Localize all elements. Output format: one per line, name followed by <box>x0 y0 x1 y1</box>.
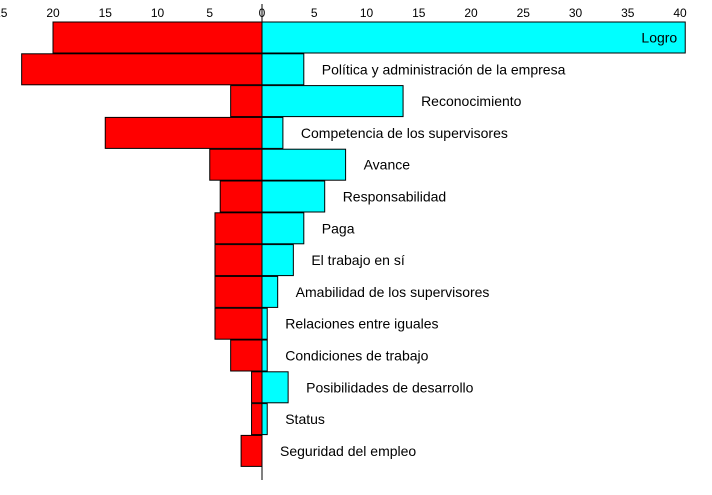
left-tick-label: 5 <box>206 6 213 20</box>
right-tick-label: 30 <box>569 6 583 20</box>
left-bar <box>214 307 263 340</box>
right-tick-label: 5 <box>311 6 318 20</box>
right-bar <box>261 116 284 149</box>
category-label: Status <box>285 411 325 427</box>
category-label: Condiciones de trabajo <box>285 348 428 364</box>
right-tick-label: 10 <box>360 6 374 20</box>
category-label: Posibilidades de desarrollo <box>306 379 474 395</box>
left-bar <box>251 371 263 404</box>
bars-group <box>21 21 686 467</box>
left-tick-label: 20 <box>46 6 60 20</box>
right-bar <box>261 180 326 213</box>
category-label: Relaciones entre iguales <box>285 316 438 332</box>
category-label: Política y administración de la empresa <box>322 61 566 77</box>
left-bar <box>104 116 263 149</box>
right-tick-label: 25 <box>517 6 531 20</box>
right-bar <box>261 403 268 436</box>
left-bar <box>251 403 263 436</box>
category-label: Paga <box>322 220 355 236</box>
left-tick-label: 10 <box>151 6 165 20</box>
left-bar <box>230 85 263 118</box>
left-tick-label: 25 <box>0 6 8 20</box>
category-labels: Logro Política y administración de la emp… <box>280 30 677 459</box>
right-bar <box>261 307 268 340</box>
right-bar <box>261 371 289 404</box>
left-tick-label: 15 <box>99 6 113 20</box>
right-axis-ticks: 0510152025303540 <box>259 6 687 20</box>
left-bar <box>214 212 263 245</box>
left-bar <box>21 53 263 86</box>
right-tick-label: 35 <box>621 6 635 20</box>
right-tick-label: 20 <box>464 6 478 20</box>
right-bar <box>261 85 404 118</box>
right-bar <box>261 212 305 245</box>
right-bar <box>261 275 279 308</box>
left-bar <box>214 275 263 308</box>
right-bar <box>261 53 305 86</box>
right-bar <box>261 244 294 277</box>
left-bar <box>209 148 263 181</box>
category-label: Seguridad del empleo <box>280 443 416 459</box>
category-label: Responsabilidad <box>343 189 447 205</box>
left-bar <box>52 21 263 54</box>
right-tick-label: 40 <box>673 6 687 20</box>
category-label: Logro <box>641 30 677 46</box>
category-label: Reconocimiento <box>421 93 522 109</box>
category-label: Competencia de los supervisores <box>301 125 508 141</box>
category-label: Avance <box>364 157 411 173</box>
right-bar <box>261 21 686 54</box>
left-axis-ticks: 25 20 15 10 5 <box>0 6 213 20</box>
right-bar <box>261 339 268 372</box>
left-bar <box>219 180 263 213</box>
category-label: El trabajo en sí <box>311 252 404 268</box>
right-bar <box>261 148 347 181</box>
category-label: Amabilidad de los supervisores <box>296 284 490 300</box>
right-tick-label: 15 <box>412 6 426 20</box>
left-bar <box>214 244 263 277</box>
left-bar <box>230 339 263 372</box>
left-bar <box>240 434 263 467</box>
